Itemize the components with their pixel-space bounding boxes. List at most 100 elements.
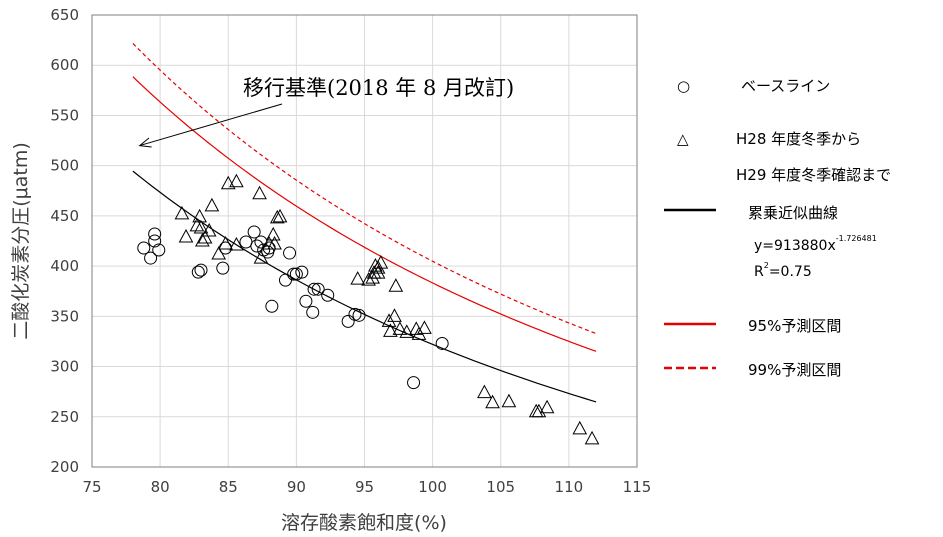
- baseline-point: [307, 282, 321, 296]
- annotation-arrow: [139, 103, 283, 147]
- data-markers: [137, 173, 600, 445]
- baseline-point: [239, 235, 253, 249]
- curve-95%予測区間: [132, 76, 597, 352]
- period-point: [195, 232, 210, 247]
- baseline-point: [306, 305, 320, 319]
- annotation-arrowhead: [138, 137, 152, 148]
- period-point: [269, 209, 285, 224]
- x-tick-label: 85: [219, 478, 238, 496]
- baseline-point: [299, 294, 313, 308]
- period-point: [272, 208, 288, 223]
- period-point: [218, 235, 233, 250]
- baseline-point: [321, 288, 335, 302]
- baseline-point: [137, 241, 151, 255]
- baseline-point: [289, 267, 303, 281]
- period-point: [417, 320, 432, 334]
- baseline-point: [194, 263, 208, 277]
- fit-equation: y=913880x-1.726481: [754, 234, 877, 254]
- y-tick-label: 550: [50, 106, 79, 124]
- baseline-point: [295, 265, 309, 279]
- baseline-point: [148, 227, 162, 241]
- fit-r-squared: R2=0.75: [754, 261, 812, 280]
- period-point: [383, 323, 398, 337]
- period-point: [229, 236, 244, 251]
- period-point: [365, 270, 381, 284]
- curve-99%予測区間: [132, 43, 597, 335]
- x-tick-label: 75: [82, 478, 101, 496]
- x-tick-label: 95: [355, 478, 374, 496]
- legend-period-label-1: H28 年度冬季から: [736, 130, 861, 148]
- x-tick-label: 80: [151, 478, 170, 496]
- baseline-point: [283, 246, 297, 260]
- fit-equation-exponent: -1.726481: [836, 234, 877, 243]
- baseline-point: [287, 267, 301, 281]
- baseline-point: [250, 239, 264, 253]
- baseline-point: [311, 282, 325, 296]
- period-point: [197, 229, 213, 244]
- plot-area-border: [91, 14, 638, 468]
- period-point: [253, 250, 269, 264]
- period-point: [201, 222, 217, 237]
- baseline-point: [435, 336, 449, 350]
- period-point: [361, 272, 376, 286]
- period-point: [392, 321, 408, 335]
- period-point: [501, 393, 517, 408]
- period-point: [192, 208, 207, 223]
- period-point: [204, 197, 220, 212]
- period-point: [178, 228, 194, 243]
- baseline-point: [352, 308, 366, 322]
- y-tick-label: 650: [50, 6, 79, 24]
- y-tick-label: 300: [50, 358, 79, 376]
- annotation-text: 移行基準(2018 年 8 月改訂): [243, 76, 514, 100]
- baseline-point: [152, 243, 166, 257]
- y-tick-label: 600: [50, 56, 79, 74]
- x-tick-label: 110: [555, 478, 584, 496]
- period-point: [267, 235, 282, 250]
- period-point: [252, 185, 267, 200]
- fit-equation-base: y=913880x: [754, 238, 836, 254]
- period-point: [399, 324, 415, 338]
- period-point: [539, 399, 555, 414]
- period-point: [174, 205, 190, 220]
- baseline-point: [144, 251, 158, 265]
- x-tick-label: 105: [486, 478, 515, 496]
- baseline-point: [216, 261, 230, 275]
- period-point: [373, 255, 389, 269]
- period-point: [350, 271, 366, 285]
- y-tick-label: 200: [50, 458, 79, 476]
- legend-triangle-symbol: △: [677, 130, 689, 148]
- legend-period-label-2: H29 年度冬季確認まで: [736, 166, 891, 184]
- period-point: [387, 308, 402, 322]
- period-point: [193, 219, 209, 234]
- r2-superscript: 2: [764, 261, 769, 270]
- y-tick-label: 450: [50, 207, 79, 225]
- baseline-point: [341, 314, 355, 328]
- legend-fit-label: 累乗近似曲線: [748, 204, 838, 222]
- period-point: [229, 173, 244, 188]
- r2-prefix: R: [754, 264, 764, 280]
- period-point: [370, 265, 386, 279]
- x-axis-title: 溶存酸素飽和度(%): [281, 512, 447, 534]
- baseline-point: [148, 234, 162, 248]
- y-tick-label: 350: [50, 307, 79, 325]
- period-point: [477, 384, 492, 399]
- period-point: [211, 246, 227, 260]
- x-tick-label: 90: [287, 478, 306, 496]
- legend-baseline-label: ベースライン: [741, 77, 830, 95]
- period-point: [388, 278, 404, 292]
- legend: ○ ベースライン △ H28 年度冬季から H29 年度冬季確認まで 累乗近似曲…: [664, 77, 891, 379]
- period-point: [584, 430, 600, 445]
- y-tick-label: 250: [50, 408, 79, 426]
- period-point: [220, 175, 236, 190]
- y-tick-label: 500: [50, 157, 79, 175]
- period-point: [572, 420, 588, 435]
- legend-pi99-label: 99%予測区間: [748, 361, 841, 379]
- period-point: [189, 217, 205, 232]
- r2-suffix: =0.75: [769, 264, 812, 280]
- baseline-point: [407, 376, 421, 390]
- baseline-point: [247, 225, 261, 239]
- legend-circle-symbol: ○: [677, 77, 690, 95]
- y-axis-title: 二酸化炭素分圧(μatm): [10, 142, 32, 340]
- baseline-point: [265, 299, 279, 313]
- x-tick-label: 100: [418, 478, 447, 496]
